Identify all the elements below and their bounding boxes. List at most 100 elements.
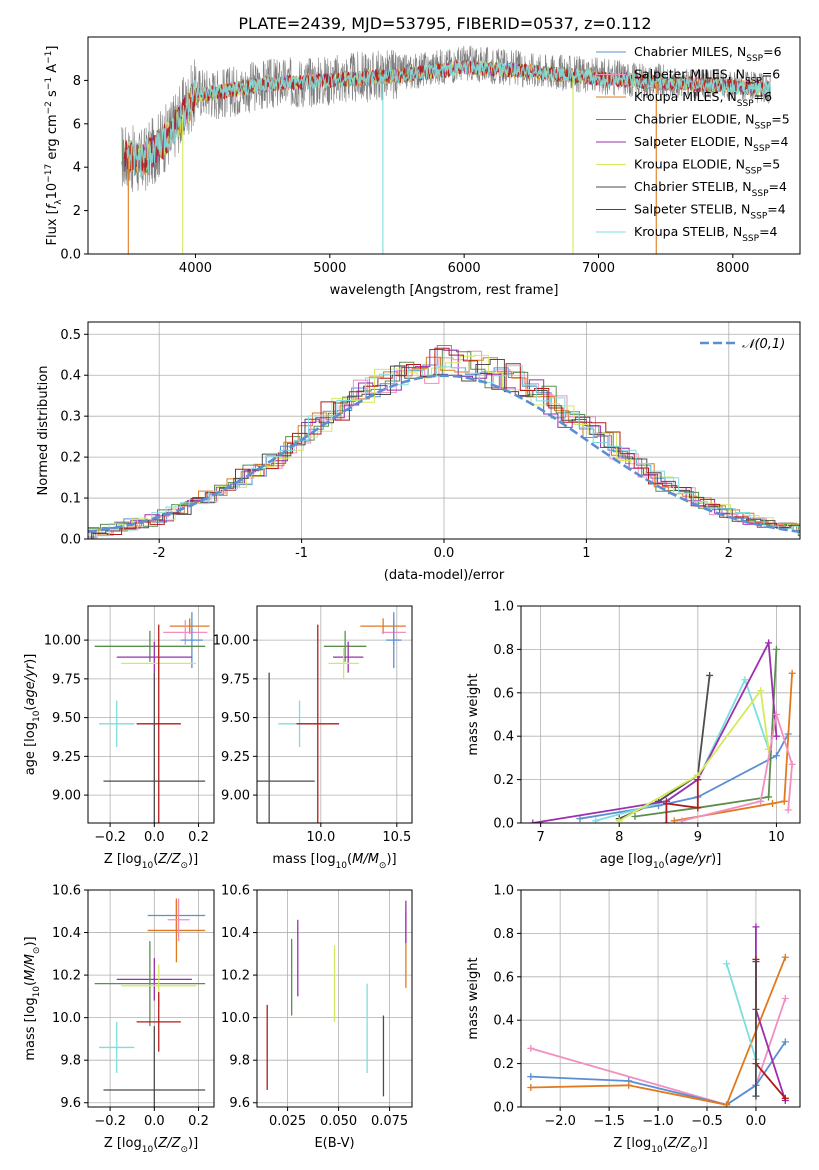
y-tick-label: 0.0 [60, 533, 81, 548]
x-tick-label: 0.075 [371, 1114, 408, 1129]
legend-label: Kroupa STELIB, NSSP=4 [634, 224, 778, 244]
legend-label: 𝒩(0,1) [742, 337, 785, 352]
plot-area [94, 898, 206, 1107]
panel-mass_vs_Z: −0.2 0.0 0.2 9.6 9.8 10.0 10.2 10.4 10.6 Z [log10… [23, 884, 215, 1155]
axes-frame [520, 889, 801, 1108]
legend-label: Salpeter MILES, NSSP=6 [634, 67, 780, 87]
y-tick-label: 9.25 [52, 750, 81, 765]
y-tick-label: 9.00 [221, 789, 250, 804]
mass-weight-marker [527, 1044, 535, 1052]
panel-spectrum: 4000 5000 6000 7000 8000 0.0 2 4 6 8 wavelength [A… [44, 36, 801, 298]
y-axis-label: mass [log10(M/M⊙)] [23, 936, 42, 1060]
mass-weight-marker [752, 923, 760, 931]
x-tick-label: 6000 [448, 261, 481, 276]
y-tick-label: 9.8 [229, 1054, 250, 1069]
mass-weight-marker [706, 671, 714, 679]
x-axis-label: Z [log10(Z/Z⊙)] [104, 852, 198, 871]
x-tick-label: −0.2 [94, 830, 126, 845]
mass-weight-marker [527, 1083, 535, 1091]
mass-weight-marker [781, 1038, 789, 1046]
spectrum-model-line [126, 59, 771, 178]
mass-weight-marker [662, 799, 670, 807]
x-tick-label: 4000 [179, 261, 212, 276]
x-tick-label: 0.2 [188, 830, 209, 845]
x-tick-label: 0.0 [144, 830, 165, 845]
y-tick-label: 0.2 [60, 451, 81, 466]
y-tick-label: 1.0 [493, 884, 514, 899]
axes-frame [87, 605, 215, 824]
x-tick-label: −0.5 [691, 1114, 723, 1129]
mass-weight-marker [768, 799, 776, 807]
mass-weight-marker [765, 639, 773, 647]
x-tick-label: −1.5 [593, 1114, 625, 1129]
mass-weight-marker [592, 817, 600, 823]
axes-frame [256, 605, 413, 824]
x-axis-label: wavelength [Angstrom, rest frame] [330, 283, 559, 298]
mass-weight-marker [670, 817, 678, 823]
y-tick-label: 0.5 [60, 328, 81, 343]
x-tick-label: 0.0 [746, 1114, 767, 1129]
plot-area [266, 900, 407, 1097]
mass-weight-line [665, 779, 699, 823]
axes-frame [87, 321, 801, 540]
y-axis-label: mass weight [466, 957, 481, 1039]
y-tick-label: 2 [73, 204, 81, 219]
mass-weight-marker [757, 687, 765, 695]
axes-frame [256, 889, 413, 1108]
mass-weight-marker [765, 793, 773, 801]
y-tick-label: 9.00 [52, 789, 81, 804]
y-tick-label: 0.4 [60, 369, 81, 384]
y-tick-label: 1.0 [493, 600, 514, 615]
x-tick-label: 10.0 [306, 830, 335, 845]
y-tick-label: 10.6 [221, 884, 250, 899]
legend-label: Chabrier STELIB, NSSP=4 [634, 179, 787, 199]
plot-area [121, 45, 771, 254]
legend-label: Kroupa MILES, NSSP=6 [634, 89, 772, 109]
x-tick-label: 5000 [313, 261, 346, 276]
legend-label: Kroupa ELODIE, NSSP=5 [634, 157, 780, 177]
mass-weight-marker [631, 812, 639, 820]
mass-weight-marker [678, 817, 686, 823]
axes-frame [87, 36, 801, 255]
y-tick-label: 0.1 [60, 492, 81, 507]
y-tick-label: 0.6 [493, 970, 514, 985]
x-axis-label: mass [log10(M/M⊙)] [272, 852, 396, 871]
legend-label: Salpeter ELODIE, NSSP=4 [634, 134, 789, 154]
y-tick-label: 9.6 [229, 1096, 250, 1111]
mass-weight-marker [752, 1092, 760, 1100]
y-tick-label: 9.50 [221, 711, 250, 726]
y-axis-label: Flux [fλ10−17 erg cm−2 s−1 A−1] [44, 46, 64, 246]
mass-weight-marker [752, 958, 760, 966]
mass-weight-marker [694, 776, 702, 784]
y-tick-label: 10.0 [52, 1011, 81, 1026]
y-axis-label: Normed distribution [36, 366, 51, 496]
y-tick-label: 0.8 [493, 643, 514, 658]
x-tick-label: 0.025 [269, 1114, 306, 1129]
y-tick-label: 0.6 [493, 686, 514, 701]
y-tick-label: 0.2 [493, 773, 514, 788]
y-tick-label: 0.8 [493, 927, 514, 942]
histogram-step [88, 356, 800, 536]
histogram-step [94, 365, 800, 539]
y-tick-label: 0.0 [493, 817, 514, 832]
x-tick-label: 10.5 [382, 830, 411, 845]
x-tick-label: 0.0 [144, 1114, 165, 1129]
y-axis-label: age [log10(age/yr)] [23, 654, 42, 776]
x-axis-label: age [log10(age/yr)] [600, 852, 722, 871]
mass-weight-marker [529, 819, 537, 823]
x-tick-label: 0.0 [434, 546, 455, 561]
mass-weight-marker [780, 797, 788, 805]
legend: Chabrier MILES, NSSP=6 Salpeter MILES, NS… [596, 44, 790, 244]
mass-weight-marker [772, 752, 780, 760]
mass-weight-marker [723, 1101, 731, 1107]
x-tick-label: 8 [615, 830, 623, 845]
plot-area [529, 639, 796, 823]
x-tick-label: −0.2 [94, 1114, 126, 1129]
histogram-step [88, 349, 800, 539]
y-tick-label: 0.4 [493, 730, 514, 745]
histogram-step [90, 359, 800, 539]
x-tick-label: 1 [582, 546, 590, 561]
x-tick-label: −2.0 [544, 1114, 576, 1129]
mass-weight-marker [772, 645, 780, 653]
